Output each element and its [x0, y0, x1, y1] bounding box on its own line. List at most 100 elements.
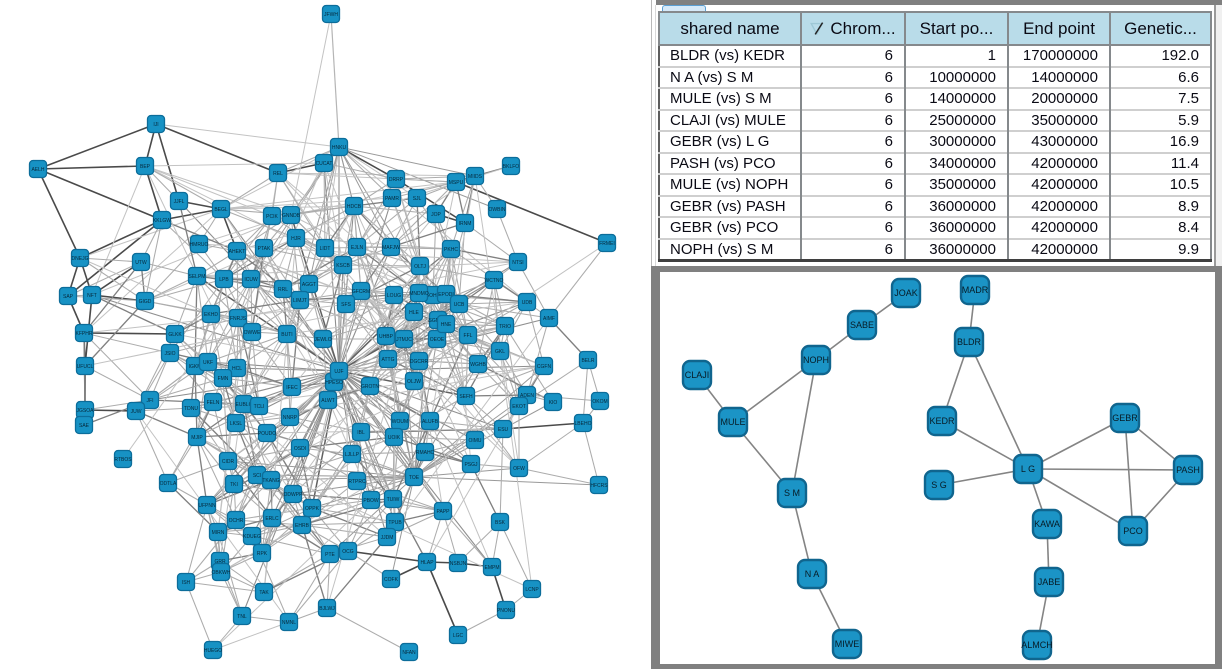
svg-text:UHBP: UHBP	[379, 334, 394, 340]
svg-text:PTE: PTE	[325, 552, 335, 558]
svg-text:TOE: TOE	[409, 475, 420, 481]
svg-text:ATTG: ATTG	[382, 357, 395, 363]
svg-text:OLTJ: OLTJ	[414, 264, 426, 270]
svg-text:GEBR: GEBR	[1112, 413, 1138, 423]
svg-text:EKHD: EKHD	[204, 312, 218, 318]
svg-text:PASH: PASH	[1176, 465, 1200, 475]
svg-text:AIMF: AIMF	[543, 316, 555, 322]
svg-text:COFK: COFK	[384, 577, 399, 583]
svg-text:SCI: SCI	[253, 473, 261, 479]
svg-text:TPUB: TPUB	[388, 520, 402, 526]
svg-text:FELN: FELN	[207, 400, 220, 406]
svg-text:BUTI: BUTI	[281, 332, 292, 338]
svg-text:PKHC: PKHC	[444, 247, 458, 253]
svg-text:UFPNN: UFPNN	[198, 503, 216, 509]
svg-text:SFS: SFS	[341, 302, 351, 308]
svg-text:MSPU: MSPU	[449, 180, 464, 186]
svg-text:OKOM: OKOM	[592, 399, 607, 405]
svg-text:GROTN: GROTN	[361, 384, 379, 390]
svg-text:IGKM: IGKM	[189, 364, 202, 370]
svg-text:EUBLG: EUBLG	[236, 402, 253, 408]
svg-text:OWWE: OWWE	[244, 330, 261, 336]
svg-text:KAWA: KAWA	[1034, 519, 1060, 529]
svg-text:MIIDS: MIIDS	[468, 174, 483, 180]
svg-text:NSBJN: NSBJN	[450, 561, 467, 567]
svg-text:LIMJT: LIMJT	[293, 298, 307, 304]
svg-text:ALMCH: ALMCH	[1021, 640, 1053, 650]
svg-text:PBOW: PBOW	[363, 498, 379, 504]
svg-text:TKI: TKI	[230, 482, 238, 488]
svg-text:ERLC: ERLC	[265, 516, 279, 522]
svg-text:EHRB: EHRB	[295, 523, 310, 529]
svg-text:DGCRR: DGCRR	[410, 359, 429, 365]
svg-text:OWBIN: OWBIN	[489, 207, 506, 213]
svg-text:JUW: JUW	[131, 409, 142, 415]
svg-text:JJFL: JJFL	[174, 199, 185, 205]
svg-text:BELR: BELR	[581, 358, 594, 364]
svg-text:GFCRM: GFCRM	[352, 289, 370, 295]
svg-text:EPODI: EPODI	[438, 292, 454, 298]
svg-text:ALUFB: ALUFB	[422, 419, 439, 425]
svg-text:HUEGO: HUEGO	[204, 648, 222, 654]
svg-text:KIO: KIO	[549, 400, 558, 406]
svg-text:EKOT: EKOT	[512, 404, 526, 410]
svg-text:TKANG: TKANG	[262, 478, 279, 484]
svg-text:OSDI: OSDI	[294, 446, 306, 452]
svg-text:NNRP: NNRP	[283, 415, 298, 421]
svg-text:SAE: SAE	[79, 423, 90, 429]
svg-text:PTAK: PTAK	[258, 246, 271, 252]
svg-text:ODTLA: ODTLA	[160, 481, 177, 487]
svg-text:AHEKT: AHEKT	[229, 249, 246, 255]
svg-text:RMAHC: RMAHC	[416, 450, 435, 456]
svg-text:HJR: HJR	[291, 236, 301, 242]
svg-text:JFI: JFI	[147, 398, 154, 404]
svg-text:NFT: NFT	[87, 293, 97, 299]
svg-text:UTW: UTW	[135, 260, 147, 266]
svg-text:REL: REL	[273, 171, 283, 177]
svg-text:PAMR: PAMR	[385, 196, 399, 202]
svg-text:LKSL: LKSL	[230, 421, 242, 427]
svg-text:GNNDB: GNNDB	[282, 213, 301, 219]
svg-text:MAFJW: MAFJW	[382, 245, 400, 251]
svg-text:OBKWH: OBKWH	[212, 570, 231, 576]
svg-text:JFWH: JFWH	[324, 12, 338, 18]
svg-text:MJIP: MJIP	[191, 435, 203, 441]
svg-text:JTMJC: JTMJC	[396, 337, 412, 343]
svg-text:ICUW: ICUW	[244, 277, 258, 283]
svg-text:ISH: ISH	[182, 580, 191, 586]
svg-text:HDCB: HDCB	[347, 204, 362, 210]
svg-text:HCL: HCL	[232, 366, 242, 372]
svg-text:FNRJS: FNRJS	[230, 316, 247, 322]
svg-text:PNONU: PNONU	[497, 608, 515, 614]
svg-text:LIDT: LIDT	[320, 246, 331, 252]
svg-text:OFW: OFW	[513, 466, 525, 472]
svg-text:AELH: AELH	[31, 167, 44, 173]
svg-text:OLJW: OLJW	[407, 379, 421, 385]
svg-text:CLAJI: CLAJI	[685, 370, 710, 380]
svg-text:CGFN: CGFN	[537, 364, 552, 370]
svg-text:JGSOA: JGSOA	[77, 408, 95, 414]
svg-text:S G: S G	[931, 480, 947, 490]
svg-text:LJLLP: LJLLP	[345, 452, 360, 458]
svg-text:UOIK: UOIK	[388, 435, 401, 441]
svg-text:MADR: MADR	[962, 285, 989, 295]
svg-text:JSIO: JSIO	[164, 351, 175, 357]
svg-text:SABE: SABE	[850, 320, 874, 330]
svg-text:LCNP: LCNP	[525, 587, 539, 593]
svg-text:ESU: ESU	[498, 427, 509, 433]
svg-text:GRR: GRR	[214, 559, 226, 565]
svg-text:HNE: HNE	[441, 322, 452, 328]
svg-text:SEFH: SEFH	[459, 394, 473, 400]
svg-text:DNEJG: DNEJG	[72, 256, 89, 262]
svg-text:S M: S M	[784, 488, 800, 498]
svg-text:JEWLO: JEWLO	[314, 337, 331, 343]
svg-text:PCO: PCO	[1123, 526, 1143, 536]
svg-text:TRIO: TRIO	[499, 324, 511, 330]
svg-text:BLDR: BLDR	[957, 337, 982, 347]
svg-text:TCLI: TCLI	[254, 404, 265, 410]
svg-text:NTSI: NTSI	[512, 260, 523, 266]
svg-text:RPK: RPK	[257, 551, 268, 557]
svg-text:CUCAT: CUCAT	[316, 161, 333, 167]
svg-text:L G: L G	[1021, 464, 1035, 474]
svg-text:BKLFO: BKLFO	[503, 164, 520, 170]
